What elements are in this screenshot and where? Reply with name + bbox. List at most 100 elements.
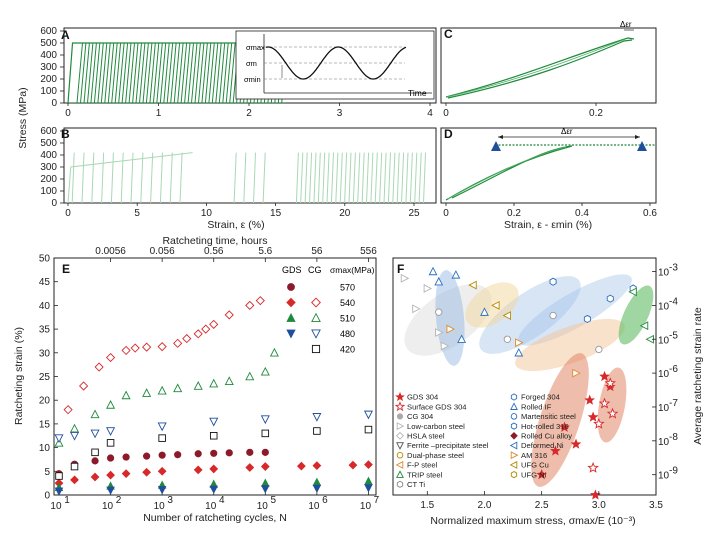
legend-left-marker (395, 460, 404, 469)
legend-left-label: F-P steel (407, 461, 438, 470)
marker-gds-540 (142, 467, 152, 477)
marker-hot-rolled-316 (549, 277, 557, 286)
marker-gds-480 (106, 486, 115, 495)
top-tick-label: 0.0056 (95, 246, 126, 257)
marker-gds-570 (261, 448, 269, 456)
marker-gds-570 (174, 451, 182, 459)
legend-level-label: 570 (340, 283, 355, 293)
marker-rolled-if (480, 307, 489, 316)
x-tick-label: 0.2 (507, 208, 521, 219)
legend-right-label: Rolled Cu alloy (521, 432, 572, 441)
marker-cg-510 (121, 390, 131, 400)
envelope-line (67, 42, 286, 103)
marker-cg-420 (364, 425, 373, 434)
y-tick-exponent: -8 (669, 432, 678, 443)
legend-level-label: 510 (340, 314, 355, 324)
panel-d-arrowhead-right (635, 135, 640, 139)
marker-ufg-cu (502, 311, 511, 320)
y-tick-label: 600 (40, 126, 57, 137)
legend-gds-header: GDS (282, 265, 302, 275)
x-tick-exponent: 3 (167, 495, 173, 506)
marker-cg-304 (435, 308, 443, 316)
marker-low-carbon-steel (435, 328, 444, 337)
marker-cg-510 (69, 423, 80, 433)
marker-gds-540 (209, 464, 219, 474)
y-tick-exponent: -4 (669, 296, 678, 307)
marker-gds-540 (90, 472, 100, 482)
y-tick-label: 10 (658, 437, 670, 448)
y-tick-exponent: -3 (669, 263, 678, 274)
marker-hot-rolled-316 (606, 294, 614, 303)
marker-cg-510 (224, 376, 234, 385)
marker-surface-gds-304 (587, 461, 599, 473)
marker-gds-570 (225, 449, 233, 457)
legend-left-label: CG 304 (407, 412, 433, 421)
marker-gds-480 (209, 485, 219, 494)
panel-a-inset: σmax σm σmin Time (235, 30, 435, 100)
marker-ufg-cu (468, 280, 477, 290)
inset-sigma-max: σmax (246, 43, 265, 52)
legend-left-marker (396, 451, 404, 459)
marker-cg-510 (106, 400, 116, 409)
marker-cg-510 (157, 385, 167, 395)
x-tick-label: 0.2 (589, 108, 603, 119)
marker-surface-gds-304 (598, 397, 611, 409)
marker-low-carbon-steel (440, 341, 450, 351)
marker-low-carbon-steel (412, 304, 421, 314)
legend-gds-marker (286, 329, 296, 339)
y-tick-exponent: -6 (669, 364, 678, 375)
y-tick-label: 20 (39, 396, 51, 407)
marker-gds-540 (193, 465, 203, 475)
legend-right-label: AM 316 (521, 451, 547, 460)
marker-cg-480 (90, 429, 100, 439)
legend-right-label: Martensitic steel (521, 412, 576, 421)
marker-cg-510 (193, 381, 203, 390)
panel-f-x-ticks: 1.5 2.0 2.5 3.0 3.5 (420, 491, 663, 511)
marker-rolled-if (434, 276, 444, 286)
panel-b-loops (67, 152, 426, 203)
legend-right-marker (509, 441, 518, 450)
x-tick-label: 10 (308, 501, 320, 512)
legend-right-marker (509, 460, 518, 469)
marker-gds-304 (559, 421, 570, 432)
marker-cg-510 (209, 378, 219, 388)
marker-gds-480 (364, 484, 373, 493)
legend-left-label: Surface GDS 304 (407, 402, 467, 411)
marker-gds-570 (106, 454, 115, 462)
marker-gds-540 (245, 463, 255, 472)
panel-c-frame (440, 27, 657, 104)
x-tick-label: 2 (246, 108, 252, 119)
panel-ab-y-label: Stress (MPa) (17, 87, 29, 148)
y-tick-label: 35 (39, 325, 51, 336)
marker-gds-570 (194, 450, 202, 458)
legend-left-label: HSLA steel (407, 432, 445, 441)
panel-e-frame (53, 257, 377, 496)
legend-right-label: Forged 304 (521, 393, 560, 402)
cluster-red-left (531, 353, 589, 487)
marker-surface-gds-304 (604, 377, 616, 389)
loop-lines (71, 152, 426, 203)
y-tick-label: 400 (40, 50, 57, 61)
x-tick-label: 10 (50, 501, 62, 512)
y-tick-label: 10 (658, 301, 670, 312)
legend-cg-marker (311, 312, 321, 323)
y-tick-label: 100 (40, 86, 57, 97)
legend-level-label: 480 (340, 329, 355, 339)
legend-right-marker (510, 402, 518, 410)
y-tick-label: 15 (39, 419, 51, 430)
marker-gds-510 (364, 476, 373, 485)
marker-gds-540 (260, 462, 270, 471)
marker-gds-540 (106, 470, 115, 480)
panel-d-marker-right (637, 141, 647, 151)
legend-cg-header: CG (308, 265, 322, 275)
x-tick-label: 15 (270, 208, 282, 219)
y-tick-label: 10 (658, 403, 670, 414)
marker-gds-540 (121, 469, 131, 479)
marker-gds-540 (296, 461, 306, 471)
x-tick-label: 10 (257, 501, 269, 512)
y-tick-label: 600 (40, 26, 57, 37)
marker-cg-480 (157, 422, 167, 432)
marker-cg-510 (142, 388, 152, 397)
y-tick-exponent: -5 (669, 330, 678, 341)
